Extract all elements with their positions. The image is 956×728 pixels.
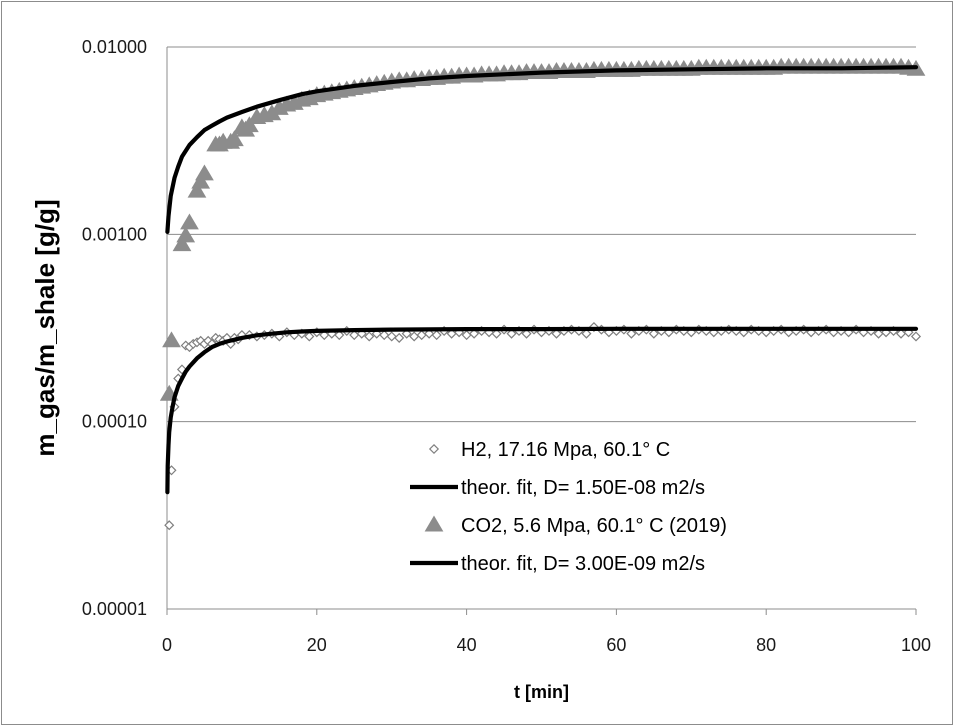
h2-data-point [164, 520, 175, 531]
axes [166, 47, 917, 615]
h2-data-point [364, 331, 375, 342]
h2-data-point [304, 331, 315, 342]
h2-data-point [581, 328, 592, 339]
co2-data-point [162, 331, 181, 348]
h2-data-point [551, 328, 562, 339]
legend-entry: H2, 17.16 Mpa, 60.1° C [428, 439, 670, 461]
h2-data-point [334, 329, 345, 341]
h2-data-point [491, 328, 502, 339]
fit-line-co2 [165, 65, 919, 234]
x-tick-label: 100 [901, 635, 931, 655]
h2-data-point [394, 332, 405, 343]
legend-entry: theor. fit, D= 3.00E-09 m2/s [410, 553, 705, 575]
x-tick-label: 20 [307, 635, 327, 655]
legend-diamond-icon [428, 443, 440, 455]
legend: H2, 17.16 Mpa, 60.1° C theor. fit, D= 1.5… [410, 439, 727, 575]
x-axis-title: t [min] [514, 682, 569, 702]
x-tick-label: 40 [457, 635, 477, 655]
h2-data-point [648, 328, 659, 339]
h2-data-point [626, 328, 637, 339]
legend-triangle-icon [424, 515, 444, 532]
y-tick-label: 0.00010 [82, 412, 147, 432]
h2-data-point [386, 331, 397, 342]
fit-line-h2 [165, 326, 919, 495]
co2-data-point [180, 213, 199, 230]
h2-data-point [521, 328, 532, 339]
x-tick-label: 60 [606, 635, 626, 655]
co2-data-point [172, 235, 192, 252]
legend-entry: theor. fit, D= 1.50E-08 m2/s [410, 477, 705, 499]
y-axis-title: m_gas/m_shale [g/g] [30, 199, 60, 456]
legend-label: CO2, 5.6 Mpa, 60.1° C (2019) [461, 515, 727, 537]
legend-label: theor. fit, D= 3.00E-09 m2/s [461, 553, 705, 575]
h2-data-point [431, 329, 442, 341]
co2-data-point [191, 172, 211, 189]
h2-data-point [910, 331, 922, 342]
legend-entry: CO2, 5.6 Mpa, 60.1° C (2019) [424, 515, 727, 537]
legend-label: H2, 17.16 Mpa, 60.1° C [461, 439, 670, 461]
h2-data-point [424, 328, 435, 339]
x-tick-labels: 0 20 40 60 80 100 [162, 635, 931, 655]
h2-data-point [469, 328, 480, 339]
y-tick-label: 0.00001 [82, 599, 147, 619]
x-tick-label: 0 [162, 635, 172, 655]
y-tick-label: 0.00100 [82, 224, 147, 244]
h2-data-point [379, 329, 390, 341]
h2-data-point [506, 328, 517, 339]
co2-data-point [240, 116, 259, 133]
y-tick-label: 0.01000 [82, 37, 147, 57]
h2-data-point [416, 329, 427, 341]
series-co2-points [159, 57, 926, 401]
plot-area [159, 57, 926, 531]
y-tick-labels: 0.00001 0.00010 0.00100 0.01000 [82, 37, 147, 619]
co2-data-point [176, 226, 196, 243]
legend-label: theor. fit, D= 1.50E-08 m2/s [461, 477, 705, 499]
co2-data-point [225, 130, 244, 147]
co2-data-point [187, 181, 207, 198]
co2-data-point [195, 164, 214, 181]
x-tick-label: 80 [756, 635, 776, 655]
